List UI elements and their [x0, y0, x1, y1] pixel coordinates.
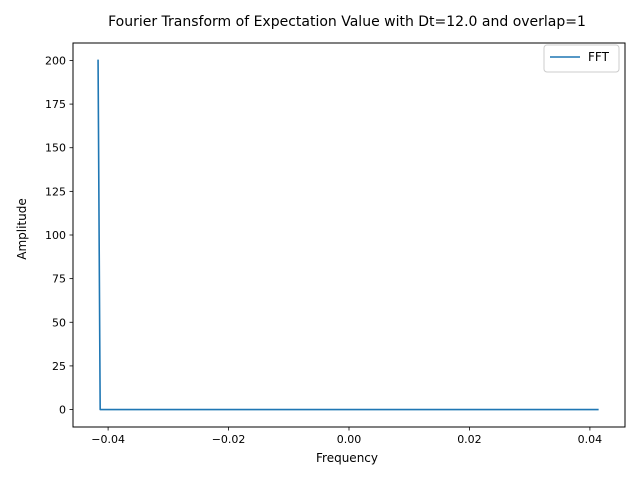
y-tick-label: 200	[45, 54, 66, 67]
x-tick-label: 0.00	[337, 433, 362, 446]
y-tick-label: 175	[45, 98, 66, 111]
plot-frame	[72, 42, 626, 428]
x-tick-label: 0.04	[578, 433, 603, 446]
legend-box	[543, 44, 620, 73]
series-group	[97, 59, 599, 411]
y-tick-label: 0	[59, 404, 66, 417]
y-axis-label: Amplitude	[15, 198, 29, 260]
y-tick-label: 125	[45, 185, 66, 198]
series-line-fft	[97, 59, 599, 411]
x-tick-label: −0.04	[91, 433, 125, 446]
tick-group: −0.04 −0.02 0.00 0.02 0.04 0 25 50 75 100 125 150 17…	[45, 54, 602, 446]
y-tick-label: 100	[45, 229, 66, 242]
legend: FFT	[543, 44, 620, 73]
y-tick-label: 150	[45, 142, 66, 155]
chart-title: Fourier Transform of Expectation Value w…	[108, 14, 586, 30]
x-axis-label: Frequency	[316, 451, 378, 465]
y-tick-label: 50	[52, 316, 66, 329]
y-tick-label: 25	[52, 360, 66, 373]
x-tick-label: −0.02	[212, 433, 246, 446]
legend-label: FFT	[588, 50, 610, 64]
x-tick-label: 0.02	[457, 433, 482, 446]
y-tick-label: 75	[52, 273, 66, 286]
